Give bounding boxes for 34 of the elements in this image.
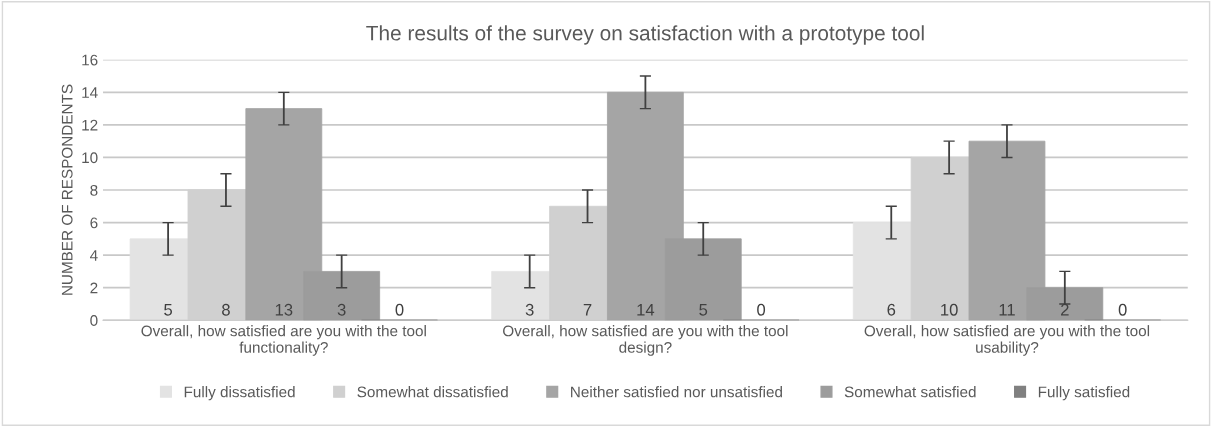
data-label: 3	[337, 303, 346, 316]
data-label: 10	[941, 303, 958, 316]
y-tick-label: 12	[82, 119, 98, 131]
y-tick-label: 2	[90, 282, 98, 294]
x-tick-label: Overall, how satisfied are you with the tool usability?	[864, 325, 1150, 356]
y-tick-label: 10	[82, 152, 98, 164]
data-label: 8	[222, 303, 230, 316]
data-label: 11	[999, 304, 1015, 316]
y-tick-label: 4	[90, 250, 98, 261]
data-label: 5	[164, 304, 173, 316]
data-label: 2	[1061, 303, 1069, 316]
y-tick-label: 6	[90, 217, 98, 229]
x-tick-label: Overall, how satisfied are you with the tool design?	[503, 325, 788, 356]
data-label: 7	[583, 304, 592, 316]
data-label: 3	[525, 303, 534, 316]
legend-label: Somewhat dissatisfied	[357, 386, 508, 398]
data-label: 6	[887, 303, 896, 316]
legend-label: Somewhat satisfied	[844, 386, 976, 398]
data-label: 0	[395, 303, 404, 316]
data-label: 5	[699, 304, 708, 316]
y-axis-title: NUMBER OF RESPONDENTS	[61, 84, 73, 295]
legend-label: Fully dissatisfied	[184, 386, 295, 401]
chart-title: The results of the survey on satisfaction with a prototype tool	[366, 25, 924, 45]
legend-label: Fully satisfied	[1038, 386, 1130, 401]
y-tick-label: 16	[82, 54, 98, 66]
data-label: 13	[275, 303, 293, 316]
legend-label: Neither satisfied nor unsatisfied	[571, 386, 782, 398]
y-tick-label: 14	[82, 87, 98, 98]
y-tick-label: 8	[90, 184, 98, 196]
data-label: 0	[757, 303, 766, 316]
y-tick-label: 0	[90, 315, 98, 326]
x-tick-label: Overall, how satisfied are you with the tool functionality?	[141, 325, 426, 356]
data-label: 0	[1118, 303, 1127, 316]
data-label: 14	[637, 304, 655, 316]
